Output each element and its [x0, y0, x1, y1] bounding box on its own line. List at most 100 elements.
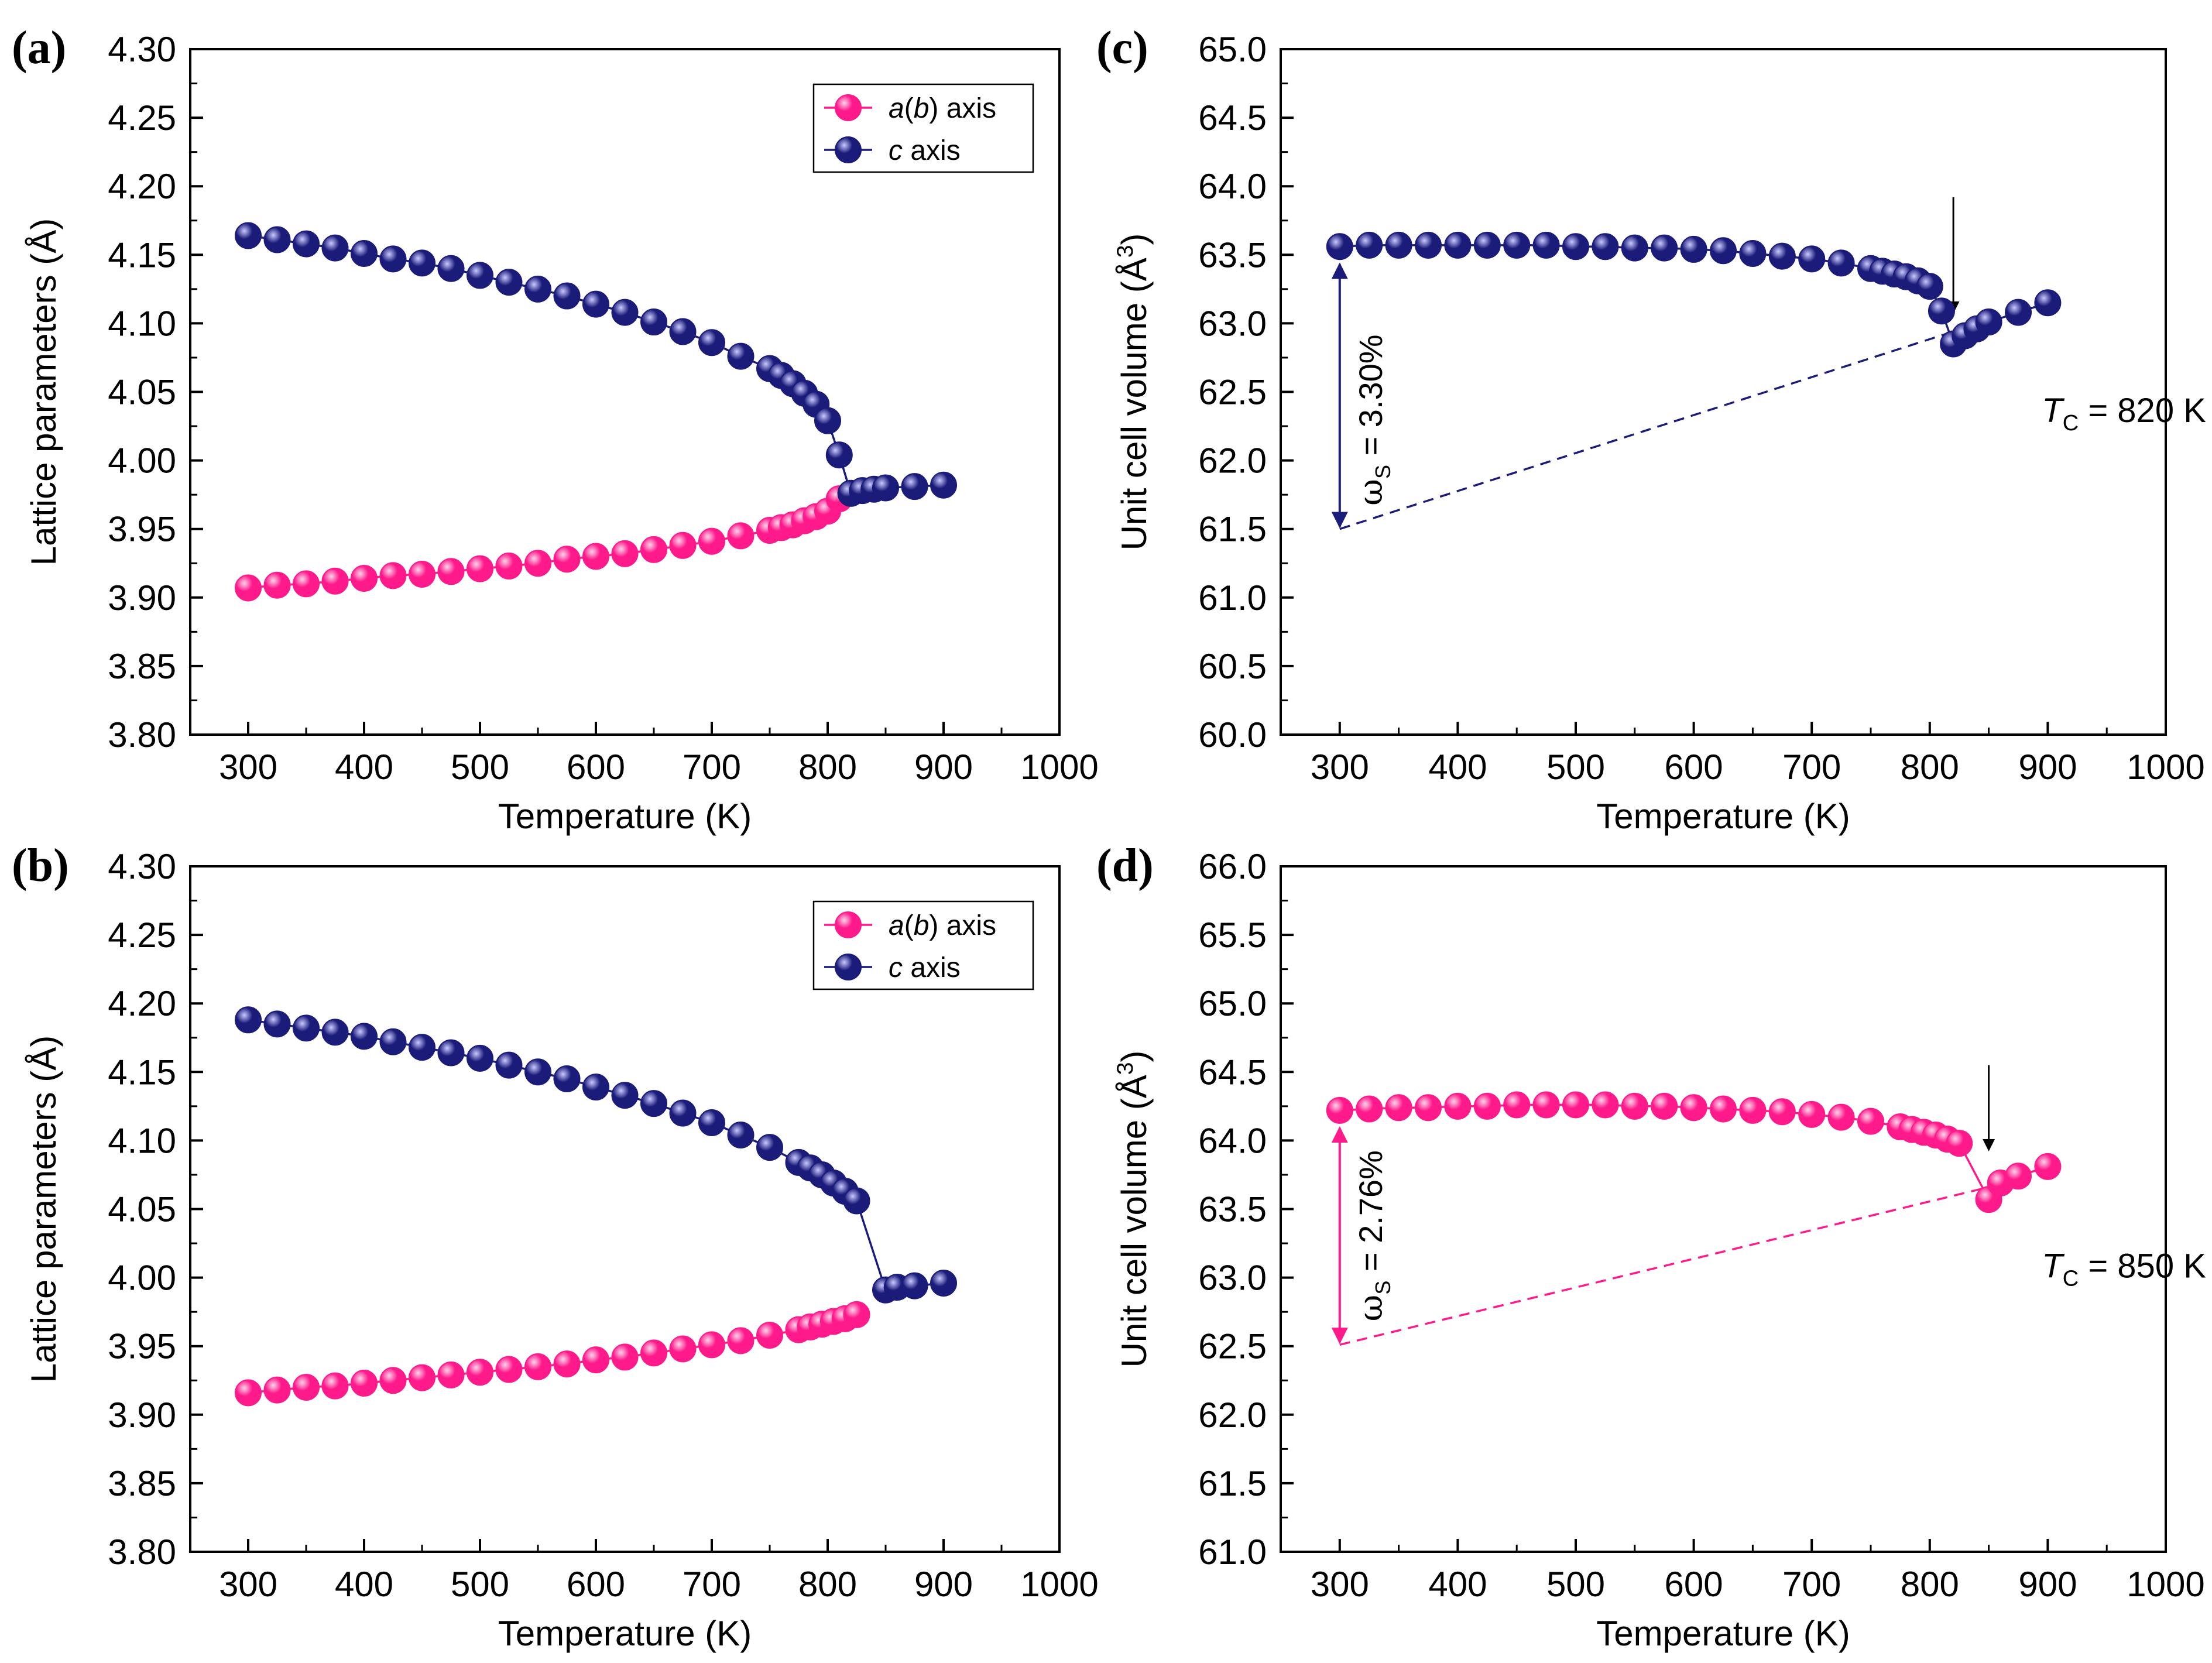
- data-point-pink: [495, 552, 523, 580]
- y-tick-label: 62.0: [1198, 441, 1267, 481]
- data-point-pink: [1621, 1092, 1648, 1120]
- data-point-navy: [2005, 299, 2032, 326]
- panel-label: (b): [12, 840, 69, 891]
- y-tick-label: 61.5: [1198, 1464, 1267, 1503]
- data-point-navy: [437, 255, 465, 282]
- data-point-navy: [640, 1090, 667, 1117]
- data-point-pink: [727, 522, 755, 550]
- plot-frame: [1280, 865, 2167, 1553]
- data-point-pink: [235, 574, 262, 602]
- data-point-navy: [669, 318, 697, 345]
- data-point-pink: [437, 558, 465, 585]
- data-point-navy: [1975, 308, 2002, 336]
- data-point-pink: [409, 1364, 435, 1391]
- data-point-navy: [1356, 231, 1383, 259]
- y-tick-label: 4.20: [108, 167, 176, 206]
- x-tick-label: 1000: [1020, 748, 1098, 787]
- x-tick-label: 300: [1311, 748, 1369, 787]
- y-axis-label: Lattice parameters (Å): [24, 1035, 63, 1383]
- data-point-pink: [235, 1379, 262, 1407]
- y-axis-label: Lattice parameters (Å): [24, 218, 63, 566]
- x-axis-label: Temperature (K): [1596, 1614, 1850, 1653]
- data-point-navy: [727, 1122, 755, 1149]
- y-tick-label: 4.10: [108, 304, 176, 343]
- y-tick-label: 3.80: [108, 1532, 176, 1572]
- x-tick-label: 800: [1901, 748, 1959, 787]
- data-point-pink: [379, 562, 407, 589]
- y-tick-label: 3.90: [108, 1395, 176, 1435]
- data-point-pink: [321, 567, 349, 595]
- data-point-navy: [495, 1051, 523, 1079]
- y-tick-label: 62.5: [1198, 1327, 1267, 1366]
- y-tick-label: 64.5: [1198, 1052, 1267, 1092]
- data-point-navy: [1739, 239, 1767, 267]
- data-point-pink: [553, 546, 581, 573]
- data-point-navy: [379, 245, 407, 273]
- data-point-navy: [1768, 242, 1796, 270]
- y-axis-label: Unit cell volume (Å3): [1113, 1051, 1154, 1368]
- x-tick-label: 400: [1428, 1565, 1487, 1604]
- data-point-navy: [1916, 273, 1943, 300]
- legend-entry-label: c axis: [889, 135, 961, 166]
- data-point-pink: [495, 1356, 523, 1383]
- data-point-pink: [351, 1369, 378, 1397]
- data-point-pink: [1651, 1092, 1678, 1120]
- data-point-navy: [582, 290, 609, 318]
- data-point-navy: [1592, 233, 1619, 260]
- panel-label: (c): [1096, 22, 1148, 74]
- y-tick-label: 3.80: [108, 715, 176, 755]
- data-point-pink: [1768, 1098, 1796, 1126]
- data-point-navy: [1798, 245, 1826, 273]
- data-point-navy: [1385, 231, 1412, 259]
- y-tick-label: 62.0: [1198, 1395, 1267, 1435]
- data-point-navy: [409, 249, 435, 277]
- data-point-navy: [611, 299, 639, 326]
- data-point-navy: [1827, 249, 1855, 277]
- omega-annotation: ωS = 2.76%: [1352, 1150, 1395, 1321]
- x-tick-label: 400: [335, 1565, 393, 1604]
- data-point-navy: [1710, 237, 1737, 265]
- data-point-pink: [437, 1361, 465, 1388]
- y-tick-label: 65.0: [1198, 984, 1267, 1023]
- data-point-navy: [524, 1058, 551, 1086]
- data-point-pink: [843, 1301, 870, 1328]
- y-tick-label: 4.00: [108, 1259, 176, 1298]
- data-point-pink: [611, 540, 639, 567]
- y-tick-label: 61.0: [1198, 578, 1267, 618]
- data-point-navy: [467, 262, 493, 289]
- data-point-navy: [235, 1006, 262, 1034]
- y-tick-label: 62.5: [1198, 373, 1267, 412]
- legend-marker-navy: [835, 136, 862, 163]
- data-point-navy: [351, 1023, 378, 1050]
- data-point-pink: [524, 1353, 551, 1380]
- data-point-navy: [351, 239, 378, 267]
- data-point-pink: [611, 1343, 639, 1371]
- y-tick-label: 61.5: [1198, 510, 1267, 549]
- chart-panel-d: (d) 300 400 500 600 700 800 900 1000 61.0 61.5 62.0…: [1096, 840, 2206, 1653]
- data-point-navy: [930, 1269, 957, 1297]
- data-point-pink: [698, 527, 725, 555]
- data-point-pink: [1857, 1107, 1884, 1135]
- legend-marker-pink: [835, 94, 862, 121]
- data-point-pink: [1532, 1091, 1560, 1119]
- data-point-pink: [1385, 1094, 1412, 1122]
- data-point-navy: [669, 1099, 697, 1127]
- data-point-navy: [872, 474, 899, 502]
- y-tick-label: 4.00: [108, 441, 176, 481]
- data-point-pink: [582, 1346, 609, 1374]
- x-tick-label: 400: [1428, 748, 1487, 787]
- data-point-navy: [1680, 235, 1707, 263]
- data-point-pink: [321, 1372, 349, 1400]
- data-point-pink: [1827, 1103, 1855, 1131]
- data-point-pink: [1356, 1095, 1383, 1123]
- data-point-navy: [524, 275, 551, 303]
- data-point-pink: [698, 1331, 725, 1359]
- x-tick-label: 600: [1665, 1565, 1723, 1604]
- data-point-navy: [1562, 233, 1589, 260]
- data-point-navy: [698, 329, 725, 356]
- x-tick-label: 900: [914, 748, 973, 787]
- chart-panel-b: (b) 300 400 500 600 700 800 900 1000 3.80 3.85 3.90…: [12, 840, 1099, 1653]
- data-point-pink: [263, 571, 291, 599]
- x-tick-label: 900: [914, 1565, 973, 1604]
- x-tick-label: 800: [1901, 1565, 1959, 1604]
